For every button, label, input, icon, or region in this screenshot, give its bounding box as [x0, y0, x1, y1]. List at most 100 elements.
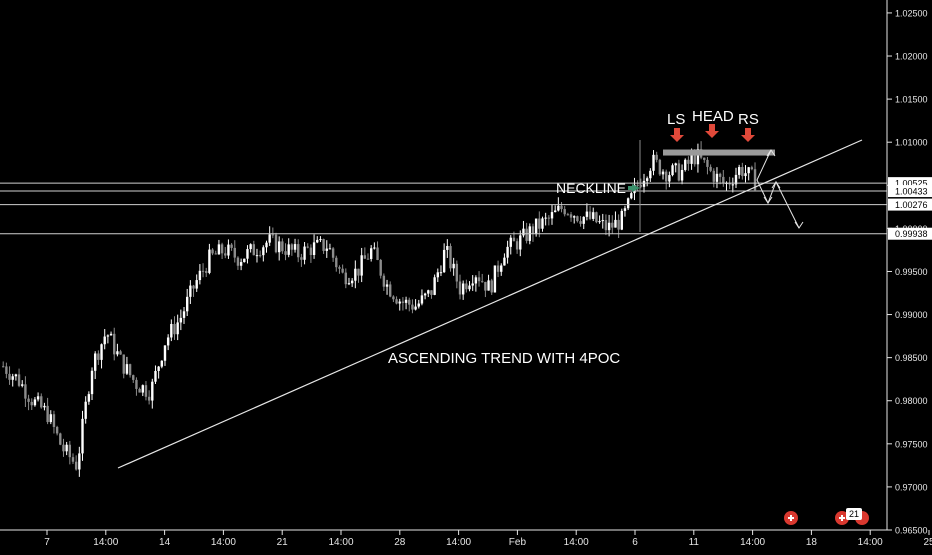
candle-body [176, 322, 179, 335]
candle-body [477, 277, 481, 282]
candle-body [331, 248, 335, 258]
time-tick-label: 7 [44, 537, 50, 548]
candle-body [166, 337, 170, 346]
candle-body [246, 249, 249, 259]
candle-body [224, 253, 227, 256]
candle-body [239, 262, 243, 266]
candle-body [122, 354, 125, 374]
candle-body [132, 375, 135, 380]
time-tick-label: 14:00 [93, 537, 118, 548]
candle-body [611, 222, 614, 228]
time-tick-label: 14 [159, 537, 171, 548]
candle-body [8, 373, 11, 380]
candle-body [471, 283, 474, 286]
candle-body [144, 385, 148, 397]
candle-body [113, 333, 116, 355]
candle-body [379, 260, 382, 276]
down-arrow-icon [670, 135, 684, 142]
candle-body [563, 209, 566, 215]
candle-body [525, 228, 528, 241]
candle-body [316, 239, 319, 243]
time-tick-label: 6 [632, 537, 638, 548]
drawings-layer [117, 124, 863, 469]
candle-body [550, 212, 554, 219]
candle-body [354, 268, 357, 281]
price-levels-layer [0, 182, 887, 235]
candle-body [655, 154, 658, 160]
candle-body [601, 220, 604, 222]
ascending-trendline [117, 139, 863, 469]
price-tick-label: 0.97500 [895, 439, 928, 449]
candle-body [674, 163, 677, 166]
candle-body [534, 218, 538, 234]
candle-body [576, 216, 579, 222]
candle-body [185, 296, 189, 312]
candle-body [173, 323, 176, 335]
candle-body [411, 304, 414, 310]
candle-body [684, 159, 687, 170]
candle-body [392, 296, 395, 300]
candle-body [290, 244, 294, 250]
candle-body [506, 246, 509, 258]
candle-body [722, 176, 725, 184]
event-marker-icon[interactable] [784, 511, 798, 525]
price-tick-label: 0.99500 [895, 267, 928, 277]
candle-body [417, 303, 420, 307]
candle-body [233, 247, 236, 258]
candle-body [97, 353, 100, 360]
time-tick-label: 11 [689, 537, 700, 548]
candle-body [541, 218, 544, 229]
candle-body [255, 255, 259, 257]
candle-body [312, 242, 316, 256]
candle-body [607, 222, 611, 231]
candle-body [515, 241, 519, 250]
time-axis-ticks: 7 14:00 14 14:00 21 14:00 28 14:00 Feb 14:00 6 11 14… [44, 530, 932, 548]
candle-body [465, 283, 468, 290]
candle-body [217, 244, 221, 255]
price-tick-label: 0.99000 [895, 310, 928, 320]
candle-body [103, 336, 106, 345]
event-cluster-icon[interactable]: 21 [835, 508, 869, 525]
candle-body [484, 281, 487, 291]
candle-body [566, 214, 570, 216]
price-tick-label: 0.96500 [895, 526, 928, 536]
candle-body [579, 221, 582, 224]
candle-body [408, 299, 411, 305]
candle-body [220, 244, 224, 254]
candle-body [747, 167, 750, 174]
candle-body [693, 155, 696, 165]
candle-body [420, 295, 424, 304]
candle-body [373, 247, 376, 249]
candle-body [512, 237, 516, 242]
price-level-tag-label: 0.99938 [895, 229, 928, 239]
candle-body [141, 385, 144, 393]
candle-body [297, 244, 300, 258]
candle-body [90, 370, 94, 395]
candle-body [734, 174, 738, 185]
candle-body [303, 246, 306, 260]
candle-body [522, 228, 525, 236]
candle-body [360, 255, 363, 276]
price-tick-label: 1.02500 [895, 8, 928, 18]
candle-body [230, 244, 233, 248]
candle-body [170, 323, 173, 338]
price-level-tag-label: 1.00433 [895, 187, 928, 197]
pattern-top-band [663, 149, 775, 156]
candle-body [335, 257, 338, 268]
down-arrow-stem [709, 124, 715, 131]
candle-body [119, 351, 122, 355]
candle-body [446, 245, 449, 250]
candle-body [243, 258, 246, 263]
candle-body [376, 247, 379, 261]
time-tick-label: 25 [923, 537, 932, 548]
projection-arrowhead [771, 181, 781, 189]
candle-body [268, 234, 271, 243]
price-level-tag [888, 185, 932, 198]
candle-body [623, 208, 627, 211]
candle-body [547, 217, 551, 219]
candle-body [293, 244, 297, 250]
time-tick-label: 14:00 [446, 537, 471, 548]
candle-body [668, 175, 671, 182]
candle-body [262, 247, 265, 256]
